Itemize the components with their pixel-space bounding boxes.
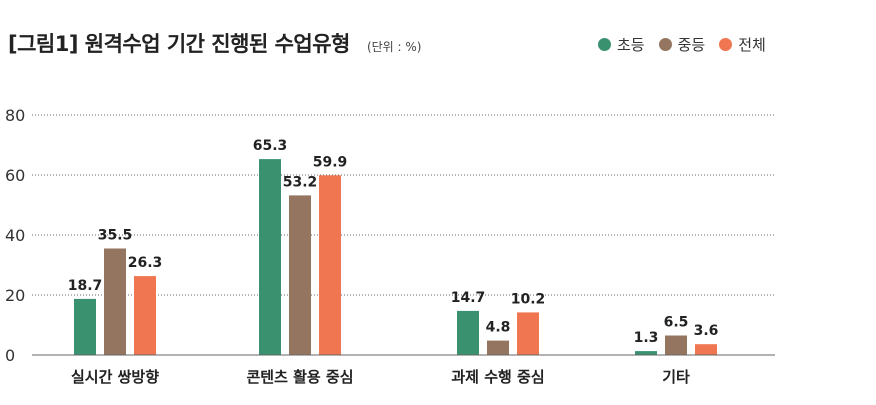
data-label: 59.9 — [313, 154, 348, 170]
x-tick-label: 실시간 쌍방향 — [71, 368, 159, 386]
data-label: 1.3 — [634, 330, 659, 346]
bar — [319, 175, 341, 355]
x-tick-label: 콘텐츠 활용 중심 — [246, 368, 353, 386]
y-tick-label: 80 — [5, 106, 25, 125]
legend-item-elementary: 초등 — [598, 34, 645, 55]
bar — [517, 312, 539, 355]
legend-label-total: 전체 — [738, 36, 766, 54]
y-tick-label: 60 — [5, 166, 25, 185]
bar — [457, 310, 479, 355]
data-label: 26.3 — [128, 255, 163, 271]
chart-title: [그림1] 원격수업 기간 진행된 수업유형 — [8, 32, 350, 56]
bar — [695, 344, 717, 355]
bar — [74, 298, 96, 355]
bar — [134, 276, 156, 355]
data-label: 18.7 — [68, 278, 103, 294]
bar — [104, 248, 126, 355]
bar — [635, 351, 657, 355]
chart-header: [그림1] 원격수업 기간 진행된 수업유형 (단위 : %) — [8, 28, 421, 58]
legend-label-secondary: 중등 — [677, 36, 706, 54]
data-label: 3.6 — [694, 323, 719, 339]
data-label: 35.5 — [98, 228, 133, 244]
bar — [665, 335, 687, 355]
legend-swatch-elementary — [598, 38, 611, 51]
legend-swatch-total — [719, 38, 733, 51]
legend-label-elementary: 초등 — [617, 36, 645, 54]
legend: 초등 중등 전체 — [598, 34, 766, 55]
data-label: 14.7 — [451, 290, 486, 306]
y-tick-label: 20 — [5, 286, 25, 305]
bar — [487, 340, 509, 355]
x-tick-label: 과제 수행 중심 — [451, 368, 544, 386]
data-label: 10.2 — [511, 291, 546, 307]
legend-item-secondary: 중등 — [658, 34, 706, 55]
bar — [259, 159, 281, 355]
y-tick-label: 0 — [5, 346, 15, 365]
data-label: 6.5 — [664, 315, 689, 331]
data-label: 65.3 — [253, 138, 288, 154]
y-tick-label: 40 — [5, 226, 25, 245]
legend-item-total: 전체 — [719, 34, 766, 55]
data-label: 53.2 — [283, 174, 318, 190]
unit-label: (단위 : %) — [366, 40, 422, 54]
bar — [289, 195, 311, 355]
x-tick-label: 기타 — [662, 368, 690, 386]
data-label: 4.8 — [486, 320, 511, 336]
legend-swatch-secondary — [658, 38, 672, 51]
